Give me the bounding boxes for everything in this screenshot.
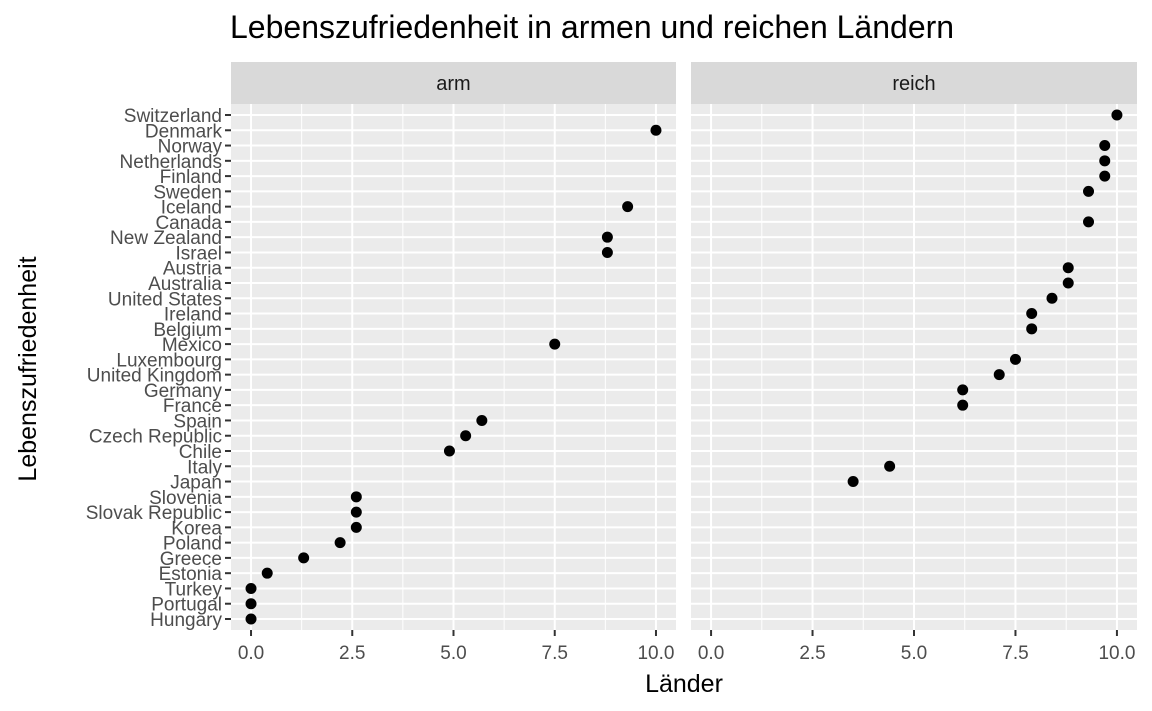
facet-strip-label: arm <box>436 73 470 95</box>
facet-reich: reich 0.0 2.5 5.0 7.5 10.0 <box>691 62 1137 664</box>
x-tick-label: 0.0 <box>698 643 724 664</box>
x-tick-label: 10.0 <box>637 643 674 664</box>
x-tick-label: 7.5 <box>542 643 568 664</box>
data-point-iceland <box>622 201 634 213</box>
y-axis-title: Lebenszufriedenheit <box>14 256 42 481</box>
data-point-australia <box>1062 277 1074 289</box>
x-tick-label: 10.0 <box>1098 643 1135 664</box>
x-tick-label: 0.0 <box>238 643 264 664</box>
facet-arm: arm 0.0 2.5 5.0 7.5 10.0 <box>231 62 676 664</box>
y-axis: SwitzerlandDenmarkNorwayNetherlandsFinla… <box>86 106 231 631</box>
y-tick-label: Portugal <box>151 595 222 616</box>
data-point-united-states <box>1046 292 1058 304</box>
x-tick-label: 5.0 <box>901 643 927 664</box>
y-tick-label: Slovak Republic <box>86 503 222 524</box>
data-point-korea <box>350 521 362 533</box>
y-tick-label: Israel <box>176 243 222 264</box>
y-tick-label: Japan <box>170 473 222 494</box>
data-point-greece <box>298 552 310 564</box>
data-point-slovenia <box>350 491 362 503</box>
y-tick-label: Austria <box>163 259 223 280</box>
facet-panels: arm 0.0 2.5 5.0 7.5 10.0 reich 0.0 2.5 5.0 7.5 10.0 <box>231 62 1137 664</box>
data-point-ireland <box>1026 308 1038 320</box>
data-point-hungary <box>245 613 257 625</box>
x-tick-label: 5.0 <box>440 643 466 664</box>
data-point-estonia <box>261 567 273 579</box>
y-tick-label: United Kingdom <box>87 366 222 387</box>
y-tick-label: Hungary <box>150 610 222 631</box>
y-tick-label: Denmark <box>145 121 223 142</box>
y-tick-label: Slovenia <box>149 488 222 509</box>
data-point-slovak-republic <box>350 506 362 518</box>
data-point-france <box>957 399 969 411</box>
y-tick-label: Czech Republic <box>89 427 222 448</box>
x-axis-title: Länder <box>645 670 723 698</box>
y-tick-label: Ireland <box>164 305 222 326</box>
y-tick-label: Korea <box>171 518 222 539</box>
y-tick-label: Estonia <box>159 564 223 585</box>
y-tick-label: Greece <box>160 549 222 570</box>
facet-strip <box>691 62 1137 104</box>
data-point-new-zealand <box>601 231 613 243</box>
data-point-sweden <box>1083 185 1095 197</box>
x-tick-label: 2.5 <box>339 643 365 664</box>
y-tick-label: Belgium <box>153 320 222 341</box>
data-point-austria <box>1062 262 1074 274</box>
data-point-israel <box>601 246 613 258</box>
y-tick-label: United States <box>108 289 222 310</box>
facet-strip <box>231 62 676 104</box>
y-tick-label: Spain <box>173 411 222 432</box>
y-tick-label: Norway <box>158 137 223 158</box>
data-point-united-kingdom <box>993 369 1005 381</box>
y-tick-label: Italy <box>187 457 222 478</box>
y-tick-label: France <box>163 396 222 417</box>
x-tick-label: 7.5 <box>1002 643 1028 664</box>
data-point-czech-republic <box>460 430 472 442</box>
y-tick-label: Poland <box>163 534 222 555</box>
y-tick-label: Finland <box>160 167 222 188</box>
y-tick-label: Germany <box>144 381 223 402</box>
x-tick-label: 2.5 <box>799 643 825 664</box>
data-point-netherlands <box>1099 155 1111 167</box>
data-point-switzerland <box>1111 109 1123 121</box>
data-point-finland <box>1099 170 1111 182</box>
y-tick-label: Mexico <box>162 335 222 356</box>
data-point-canada <box>1083 216 1095 228</box>
y-tick-label: Luxembourg <box>116 350 222 371</box>
data-point-mexico <box>549 338 561 350</box>
data-point-italy <box>884 460 896 472</box>
y-tick-label: Turkey <box>165 579 223 600</box>
y-tick-label: Iceland <box>161 198 222 219</box>
data-point-denmark <box>650 124 662 136</box>
data-point-chile <box>443 445 455 457</box>
data-point-spain <box>476 414 488 426</box>
y-tick-label: Canada <box>155 213 222 234</box>
data-point-norway <box>1099 140 1111 152</box>
data-point-belgium <box>1026 323 1038 335</box>
data-point-portugal <box>245 598 257 610</box>
data-point-turkey <box>245 582 257 594</box>
data-point-poland <box>334 537 346 549</box>
y-tick-label: Australia <box>148 274 222 295</box>
y-tick-label: Netherlands <box>120 152 222 173</box>
data-point-japan <box>847 476 859 488</box>
y-tick-label: Sweden <box>153 182 222 203</box>
chart-title: Lebenszufriedenheit in armen und reichen… <box>230 9 954 45</box>
facet-strip-label: reich <box>892 73 935 95</box>
data-point-germany <box>957 384 969 396</box>
data-point-luxembourg <box>1009 353 1021 365</box>
y-tick-label: Switzerland <box>124 106 222 127</box>
y-tick-label: New Zealand <box>110 228 222 249</box>
y-tick-label: Chile <box>179 442 222 463</box>
